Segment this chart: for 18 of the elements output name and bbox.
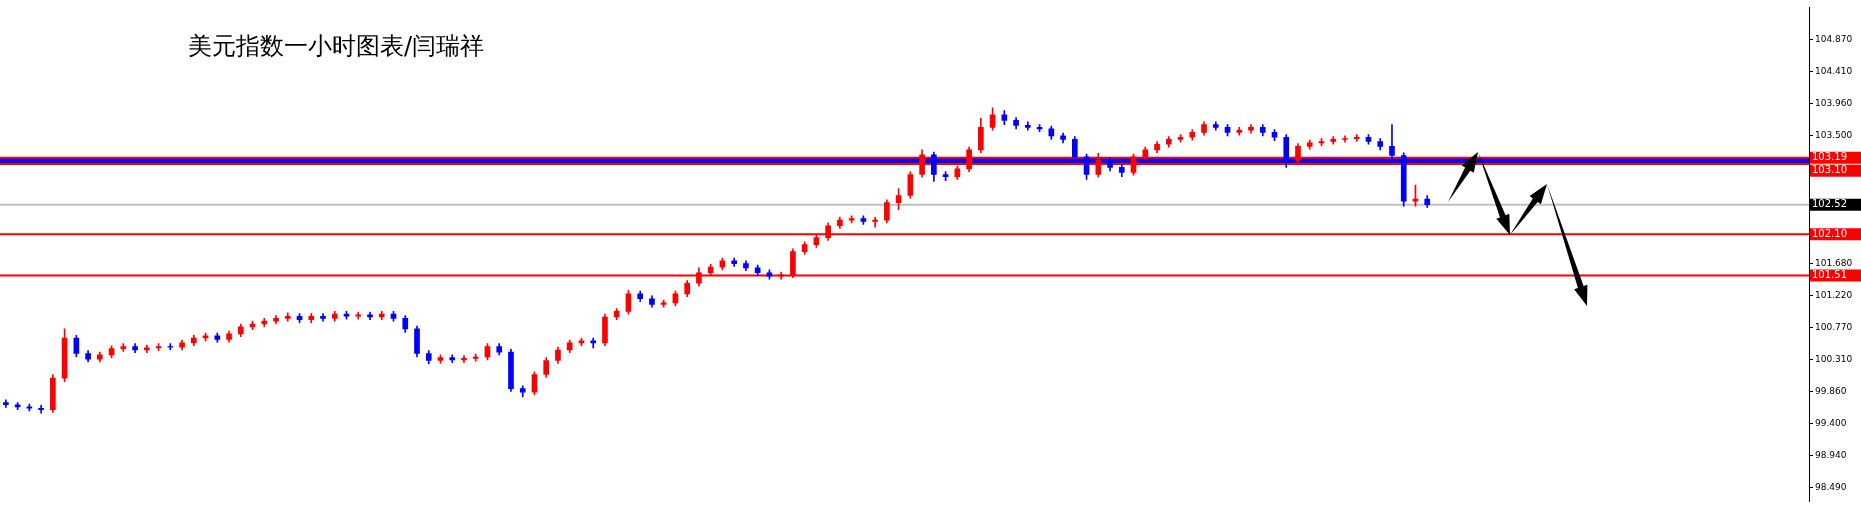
text: 美元指数一小时图表/闫瑞祥 — [188, 31, 485, 62]
y-tick-label: 98.490 — [1815, 481, 1847, 492]
ref-line-label: 102.10 — [1812, 227, 1847, 239]
y-tick-label: 103.500 — [1815, 130, 1853, 141]
y-tick-label: 101.220 — [1815, 290, 1853, 301]
ref-line-label: 101.51 — [1812, 269, 1847, 281]
ref-line-label: 103.19 — [1812, 151, 1847, 163]
y-tick-label: 101.680 — [1815, 257, 1853, 268]
y-tick-label: 104.410 — [1815, 66, 1853, 77]
ref-line-label: 103.10 — [1812, 164, 1847, 176]
y-tick-label: 104.870 — [1815, 34, 1853, 45]
y-tick-label: 100.770 — [1815, 321, 1853, 332]
y-tick-label: 103.960 — [1815, 97, 1853, 108]
y-tick-label: 98.940 — [1815, 450, 1847, 461]
ref-line-label: 102.52 — [1812, 198, 1847, 210]
y-tick-label: 99.400 — [1815, 418, 1847, 429]
y-tick-label: 100.310 — [1815, 354, 1853, 365]
y-tick-label: 99.860 — [1815, 385, 1847, 396]
